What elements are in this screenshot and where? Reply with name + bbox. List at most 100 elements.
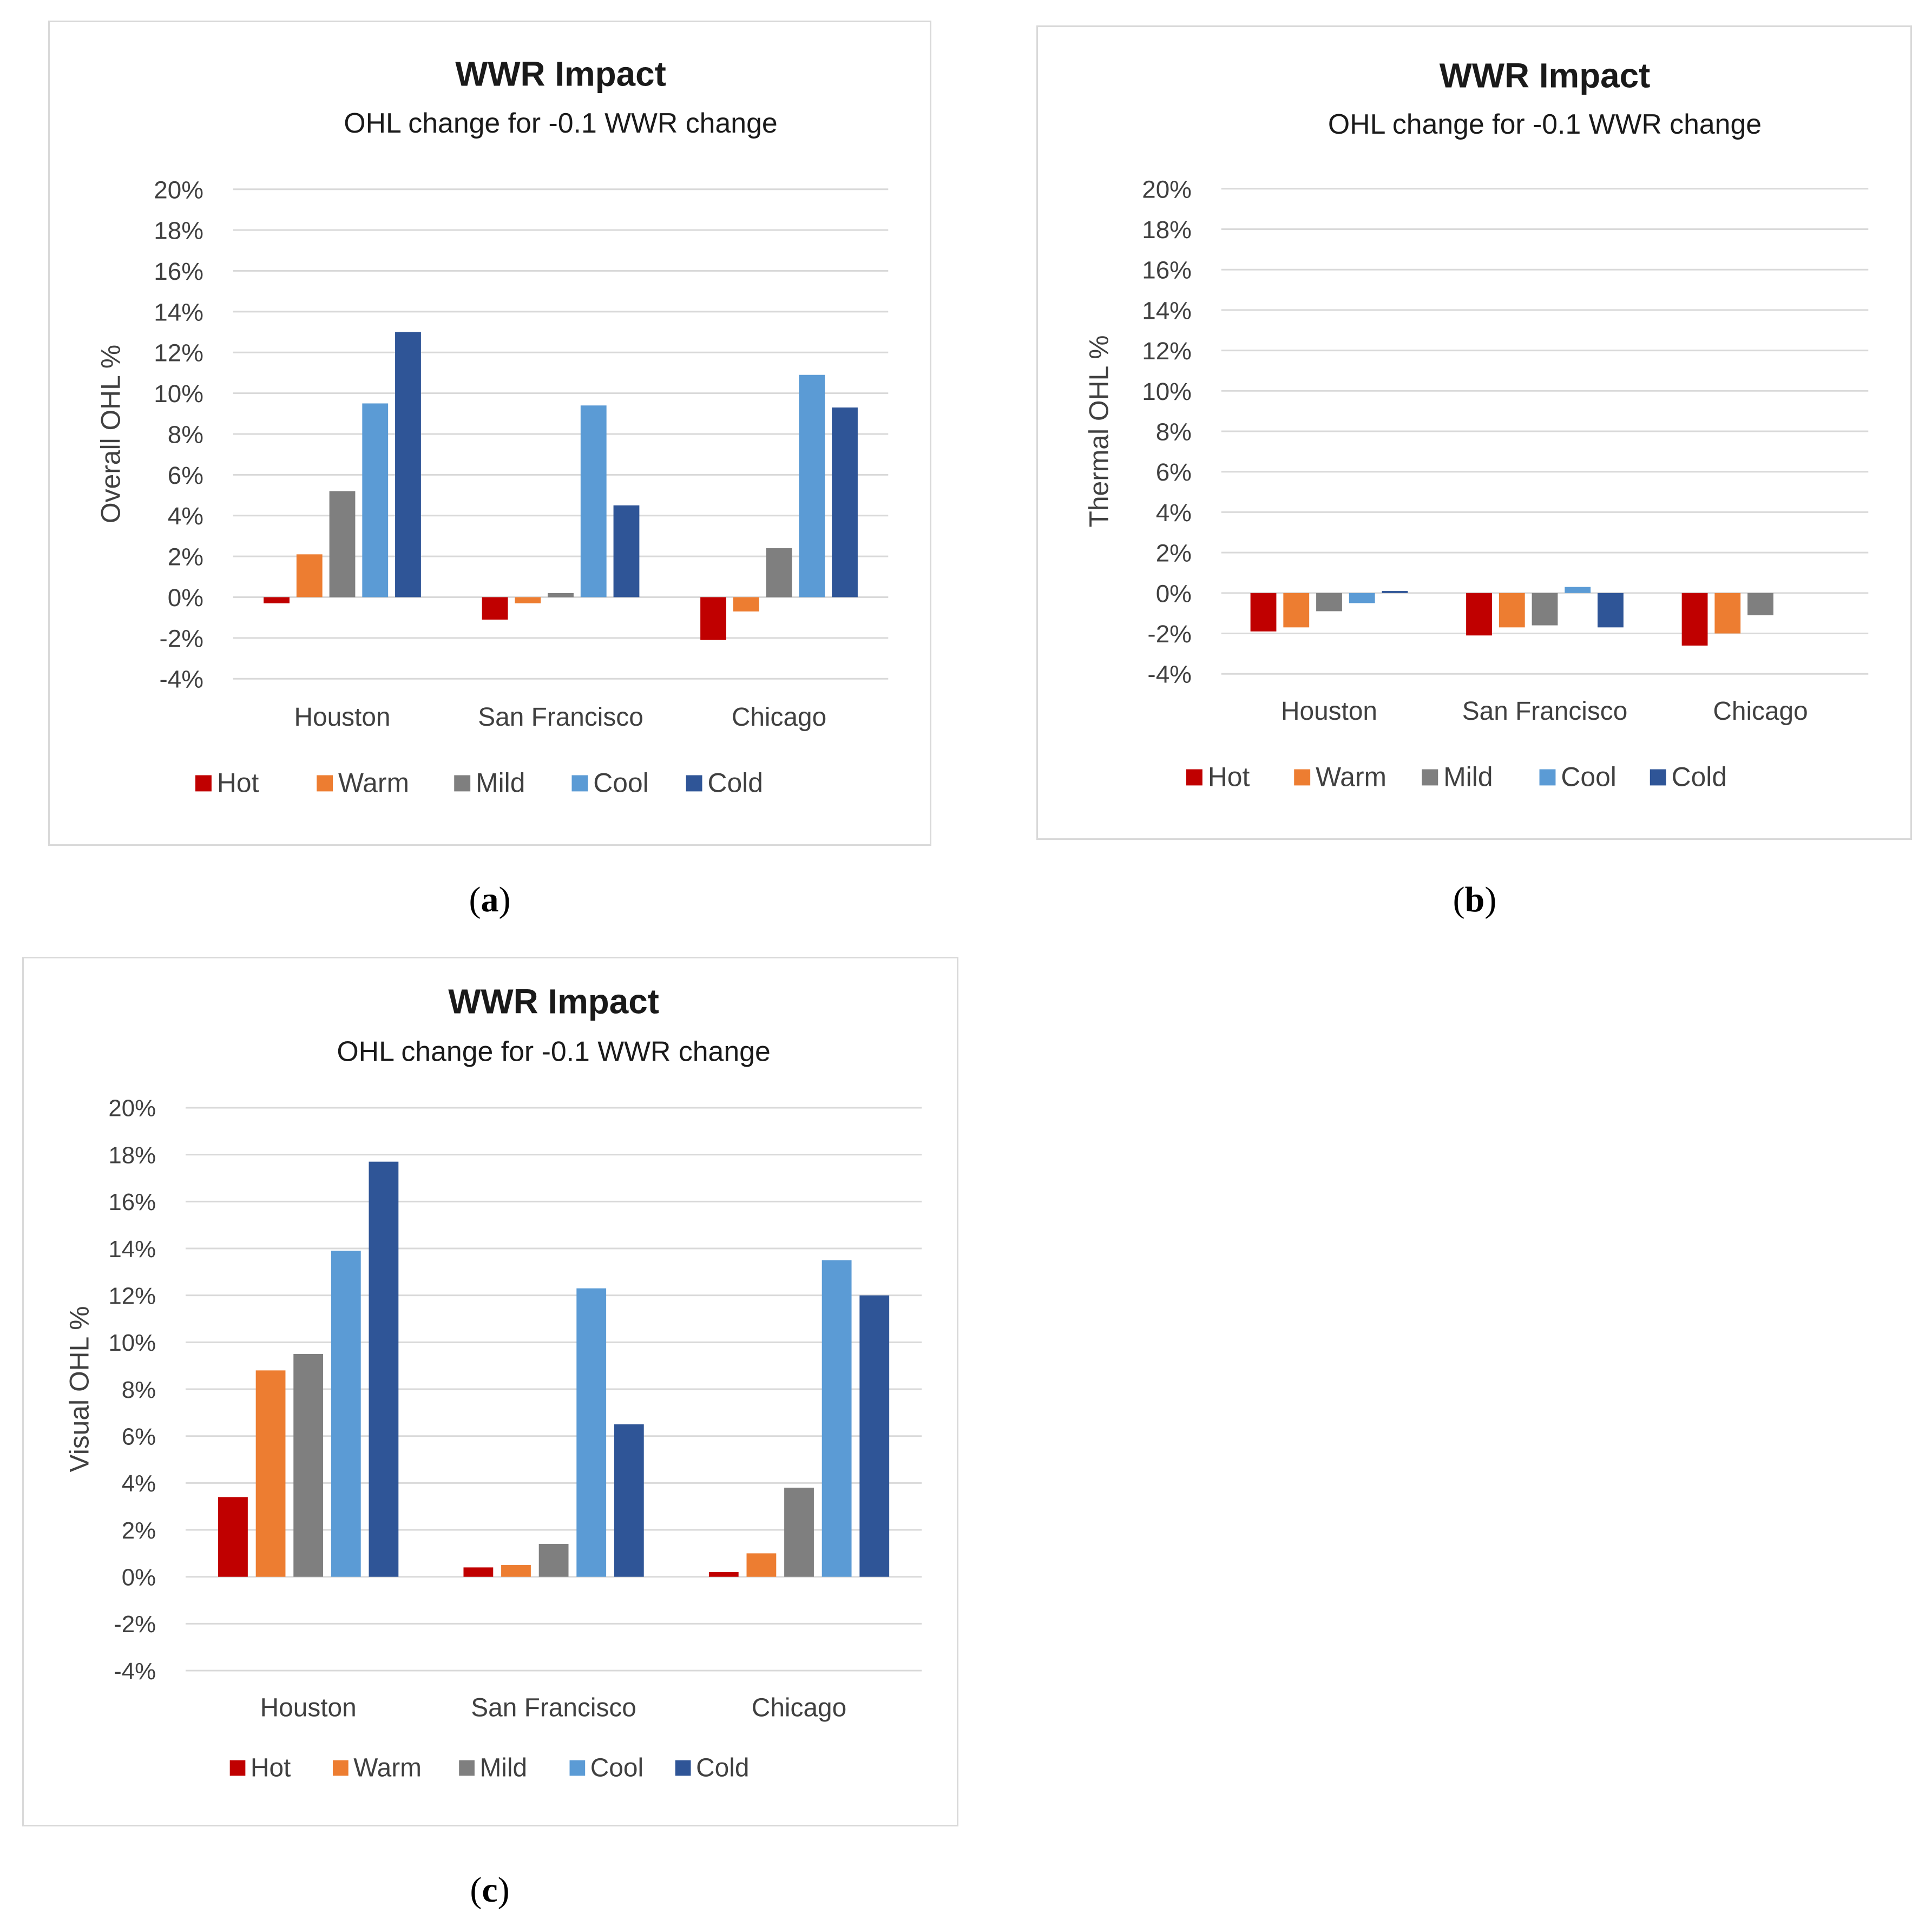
legend-swatch-hot	[229, 1760, 246, 1776]
bar-warm-san-francisco	[1499, 593, 1525, 628]
y-tick-label: -2%	[1147, 620, 1191, 648]
bar-hot-houston	[1250, 593, 1277, 632]
bar-cool-houston	[1349, 593, 1375, 603]
legend-swatch-cold	[675, 1760, 691, 1776]
chart-title: WWR Impact	[1440, 56, 1651, 95]
y-tick-label: 4%	[168, 502, 203, 530]
y-tick-label: -4%	[1147, 661, 1191, 688]
y-axis-label: Thermal OHL %	[1084, 335, 1114, 527]
y-tick-label: -2%	[159, 625, 203, 652]
bar-cold-chicago	[832, 407, 858, 597]
bar-mild-chicago	[766, 548, 792, 597]
y-tick-label: 2%	[122, 1517, 156, 1544]
chart-subtitle: OHL change for -0.1 WWR change	[344, 107, 777, 139]
legend-label-hot: Hot	[251, 1753, 291, 1782]
bar-mild-houston	[1316, 593, 1342, 612]
x-tick-label: San Francisco	[478, 703, 643, 732]
chart-panel-c: WWR Impact OHL change for -0.1 WWR change…	[22, 957, 958, 1826]
legend-label-mild: Mild	[476, 767, 525, 798]
bar-hot-san-francisco	[482, 597, 508, 620]
y-tick-label: 18%	[1142, 216, 1192, 244]
y-tick-label: 18%	[154, 217, 203, 245]
bar-cold-san-francisco	[1598, 593, 1624, 628]
bar-cool-houston	[331, 1251, 361, 1577]
bar-hot-san-francisco	[1466, 593, 1492, 636]
legend-label-cold: Cold	[708, 767, 763, 798]
y-tick-label: 10%	[154, 380, 203, 407]
legend-label-hot: Hot	[217, 767, 259, 798]
x-tick-label: Houston	[260, 1694, 357, 1723]
y-tick-label: 0%	[168, 584, 203, 612]
bar-cold-houston	[395, 332, 421, 597]
chart-panel-a: WWR Impact OHL change for -0.1 WWR change…	[48, 21, 931, 846]
y-axis-label: Visual OHL %	[64, 1306, 95, 1472]
y-tick-label: 0%	[1156, 580, 1192, 607]
chart-subtitle: OHL change for -0.1 WWR change	[337, 1035, 770, 1067]
bar-hot-chicago	[700, 597, 726, 640]
chart-b: WWR Impact OHL change for -0.1 WWR change…	[1084, 56, 1869, 792]
y-tick-label: 16%	[1142, 257, 1192, 284]
bar-cold-houston	[1382, 591, 1408, 593]
y-tick-label: 14%	[1142, 297, 1192, 324]
y-tick-label: 14%	[154, 298, 203, 326]
bar-warm-san-francisco	[501, 1565, 531, 1577]
y-tick-label: 12%	[154, 339, 203, 367]
legend-swatch-hot	[1186, 769, 1202, 786]
legend-label-cold: Cold	[1672, 761, 1727, 792]
y-tick-label: -4%	[159, 666, 203, 693]
y-tick-label: 2%	[168, 543, 203, 571]
y-tick-label: 20%	[108, 1095, 156, 1122]
y-tick-label: 4%	[122, 1470, 156, 1497]
chart-panel-b: WWR Impact OHL change for -0.1 WWR change…	[1036, 25, 1912, 840]
y-tick-label: 6%	[1156, 458, 1192, 486]
bar-warm-houston	[1283, 593, 1310, 628]
y-tick-label: 10%	[108, 1330, 156, 1356]
bar-warm-san-francisco	[515, 597, 541, 603]
bar-mild-san-francisco	[1532, 593, 1558, 626]
legend-swatch-warm	[333, 1760, 349, 1776]
legend-label-cool: Cool	[593, 767, 648, 798]
y-tick-label: -2%	[114, 1611, 156, 1638]
bar-cool-chicago	[799, 374, 825, 597]
x-tick-label: Chicago	[752, 1694, 846, 1723]
bar-cold-chicago	[859, 1295, 890, 1577]
legend-label-warm: Warm	[338, 767, 409, 798]
bar-hot-san-francisco	[463, 1567, 494, 1577]
bar-warm-houston	[255, 1370, 286, 1577]
y-tick-label: 20%	[154, 176, 203, 203]
bar-hot-chicago	[1681, 593, 1708, 646]
legend-swatch-warm	[1294, 769, 1311, 786]
legend-swatch-mild	[454, 775, 471, 792]
y-tick-label: 12%	[1142, 337, 1192, 365]
y-tick-label: 8%	[168, 420, 203, 448]
y-tick-label: 6%	[168, 462, 203, 489]
bar-hot-houston	[264, 597, 290, 603]
bar-cold-san-francisco	[614, 1424, 644, 1577]
x-tick-label: Houston	[1281, 697, 1377, 726]
bar-cold-san-francisco	[613, 505, 640, 597]
x-tick-label: San Francisco	[1462, 697, 1628, 726]
y-tick-label: 8%	[1156, 418, 1192, 446]
bar-cold-houston	[369, 1161, 399, 1577]
y-tick-label: 6%	[122, 1423, 156, 1450]
bar-hot-chicago	[708, 1572, 739, 1577]
y-axis-label: Overall OHL %	[96, 345, 126, 523]
bar-cool-houston	[362, 403, 389, 597]
sublabel-b: (b)	[1453, 880, 1497, 919]
chart-title: WWR Impact	[448, 982, 659, 1021]
legend-label-hot: Hot	[1208, 761, 1250, 792]
bar-cool-san-francisco	[580, 405, 607, 597]
legend-label-mild: Mild	[479, 1753, 527, 1782]
bar-mild-san-francisco	[548, 593, 574, 597]
legend-swatch-cool	[571, 775, 588, 792]
legend-swatch-cold	[686, 775, 702, 792]
bar-mild-chicago	[784, 1488, 814, 1577]
bar-cool-chicago	[822, 1260, 852, 1577]
legend-swatch-hot	[195, 775, 212, 792]
bar-cool-san-francisco	[1565, 587, 1591, 593]
legend-label-warm: Warm	[1316, 761, 1386, 792]
y-tick-label: -4%	[114, 1658, 156, 1685]
legend-label-warm: Warm	[353, 1753, 422, 1782]
bar-mild-houston	[329, 491, 356, 597]
chart-title: WWR Impact	[455, 55, 666, 94]
